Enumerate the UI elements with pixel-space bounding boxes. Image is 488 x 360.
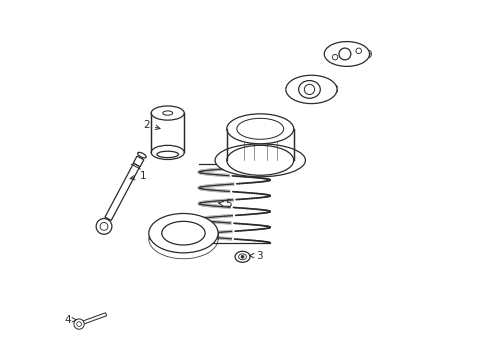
Ellipse shape: [285, 75, 336, 104]
Circle shape: [304, 84, 314, 95]
Text: 6: 6: [157, 227, 169, 237]
Ellipse shape: [235, 251, 249, 262]
Ellipse shape: [238, 254, 246, 260]
Text: 5: 5: [218, 199, 231, 210]
Circle shape: [355, 48, 361, 54]
Circle shape: [96, 219, 112, 234]
Polygon shape: [226, 129, 293, 160]
Ellipse shape: [324, 41, 369, 66]
Circle shape: [74, 319, 84, 329]
Ellipse shape: [226, 114, 293, 144]
Ellipse shape: [151, 106, 184, 120]
Circle shape: [100, 222, 108, 230]
Circle shape: [241, 255, 244, 258]
Ellipse shape: [215, 144, 305, 177]
Text: 8: 8: [325, 85, 337, 95]
Polygon shape: [133, 156, 143, 167]
Text: 4: 4: [64, 315, 77, 325]
Text: 1: 1: [130, 171, 146, 181]
Circle shape: [332, 54, 337, 60]
Ellipse shape: [157, 151, 178, 158]
Ellipse shape: [151, 145, 184, 159]
Text: 2: 2: [143, 120, 160, 130]
Ellipse shape: [148, 213, 218, 253]
Circle shape: [77, 322, 81, 327]
Text: 3: 3: [249, 251, 263, 261]
Ellipse shape: [226, 145, 293, 175]
Ellipse shape: [236, 118, 283, 139]
Text: 7: 7: [274, 140, 287, 150]
Ellipse shape: [138, 152, 146, 158]
Circle shape: [338, 48, 350, 60]
Ellipse shape: [298, 81, 320, 98]
Text: 9: 9: [359, 50, 372, 60]
Ellipse shape: [162, 221, 204, 245]
Polygon shape: [105, 163, 140, 220]
Ellipse shape: [163, 111, 172, 115]
Polygon shape: [151, 113, 184, 152]
Polygon shape: [81, 313, 106, 324]
